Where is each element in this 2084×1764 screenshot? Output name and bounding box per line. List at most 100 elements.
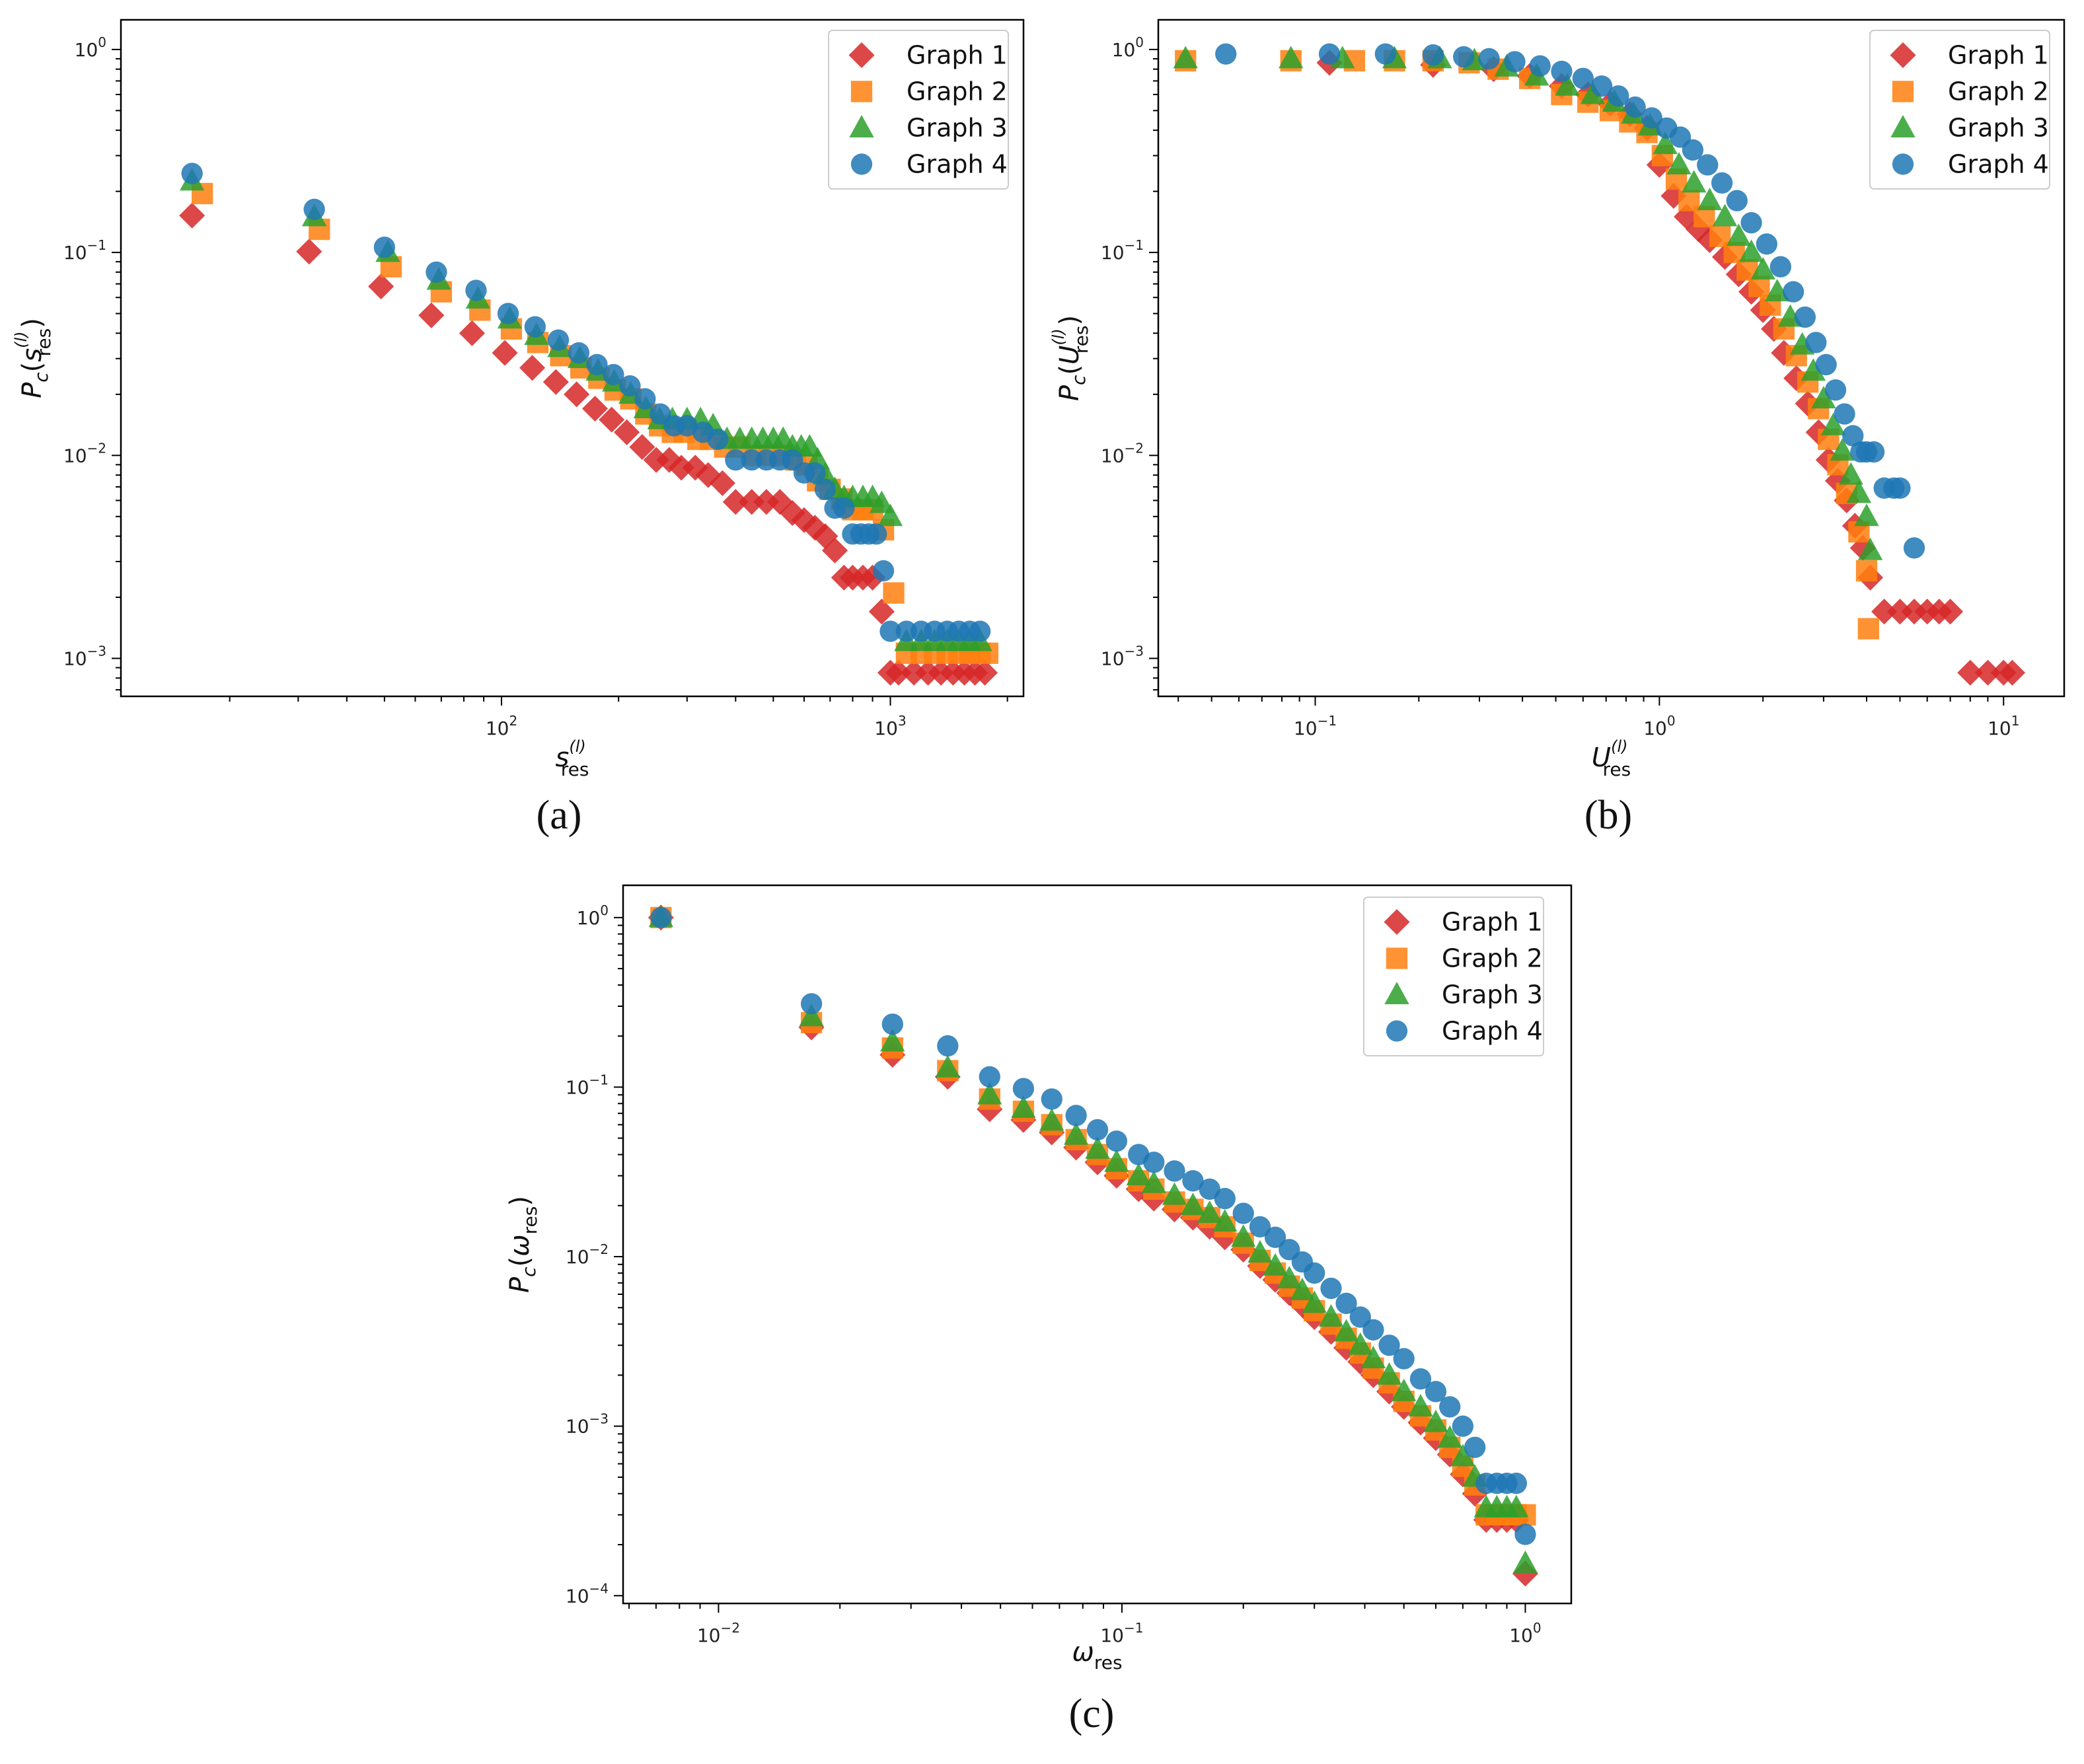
legend-label: Graph 1 bbox=[1442, 908, 1543, 937]
data-point bbox=[1164, 1160, 1185, 1182]
legend-label: Graph 1 bbox=[907, 41, 1008, 70]
data-point bbox=[296, 239, 322, 265]
data-point bbox=[1681, 170, 1707, 193]
data-point bbox=[1514, 1524, 1536, 1545]
data-point bbox=[868, 599, 895, 625]
y-tick-label: 10−2 bbox=[1101, 440, 1144, 466]
legend-label: Graph 4 bbox=[1442, 1017, 1543, 1046]
data-point bbox=[739, 489, 765, 515]
data-point bbox=[1290, 1277, 1315, 1300]
data-point bbox=[1215, 43, 1237, 65]
data-point bbox=[1974, 659, 2001, 686]
data-point bbox=[799, 1004, 824, 1027]
data-point bbox=[1641, 107, 1662, 129]
x-axis-label: s(l) res bbox=[556, 737, 589, 780]
data-points bbox=[648, 904, 1538, 1587]
data-point bbox=[368, 274, 394, 300]
data-point bbox=[977, 1082, 1002, 1105]
data-point bbox=[418, 302, 445, 328]
legend-item: Graph 3 bbox=[1890, 114, 2049, 143]
data-point bbox=[1180, 1193, 1206, 1216]
legend-marker bbox=[1890, 42, 1916, 69]
y-tick-label: 100 bbox=[577, 902, 609, 929]
data-point bbox=[524, 316, 546, 338]
data-point bbox=[1666, 152, 1692, 175]
data-point bbox=[1686, 216, 1712, 242]
data-point bbox=[1740, 212, 1762, 234]
data-point bbox=[969, 620, 991, 642]
data-point bbox=[1162, 1182, 1187, 1205]
legend-label: Graph 3 bbox=[1442, 980, 1543, 1010]
data-point bbox=[1551, 60, 1573, 83]
data-point bbox=[1857, 618, 1879, 640]
data-point bbox=[1838, 462, 1863, 485]
x-tick-label: 103 bbox=[874, 713, 906, 739]
data-point bbox=[1335, 1292, 1357, 1314]
data-point bbox=[1439, 1396, 1461, 1418]
data-point bbox=[1957, 659, 1984, 686]
y-tick-label: 100 bbox=[75, 34, 106, 61]
caption-c: (c) bbox=[1069, 1691, 1115, 1736]
data-point bbox=[650, 403, 671, 425]
legend: Graph 1 Graph 2 Graph 3 Graph 4 bbox=[828, 30, 1009, 190]
data-point bbox=[1464, 1436, 1486, 1458]
data-point bbox=[1423, 1409, 1448, 1432]
data-point bbox=[1572, 67, 1594, 89]
data-point bbox=[879, 620, 901, 642]
plot-frame bbox=[622, 884, 1573, 1605]
x-tick-label: 100 bbox=[1643, 713, 1675, 739]
legend-label: Graph 4 bbox=[1948, 150, 2049, 179]
data-point bbox=[1712, 203, 1738, 227]
data-point bbox=[1330, 46, 1355, 69]
data-point bbox=[1697, 154, 1719, 176]
data-point bbox=[1247, 1240, 1273, 1263]
data-point bbox=[1302, 1290, 1327, 1313]
legend-item: Graph 1 bbox=[848, 41, 1008, 70]
data-point bbox=[971, 659, 998, 686]
data-point bbox=[1697, 188, 1723, 211]
data-point bbox=[459, 320, 486, 346]
data-point bbox=[937, 1035, 959, 1057]
data-point bbox=[1422, 44, 1444, 66]
legend-marker bbox=[1890, 114, 1916, 137]
legend-marker bbox=[849, 114, 874, 137]
data-point bbox=[1529, 55, 1551, 77]
data-point bbox=[599, 406, 625, 433]
data-point bbox=[547, 329, 570, 351]
data-point bbox=[634, 388, 656, 410]
data-point bbox=[1478, 48, 1500, 70]
legend-label: Graph 2 bbox=[907, 77, 1008, 106]
data-point bbox=[1771, 340, 1797, 366]
data-point bbox=[1937, 599, 1964, 625]
data-point bbox=[1437, 1425, 1462, 1448]
data-point bbox=[1360, 1345, 1386, 1368]
data-point bbox=[1756, 233, 1777, 255]
data-point bbox=[1039, 1108, 1064, 1131]
y-tick-label: 100 bbox=[1112, 34, 1144, 61]
legend-label: Graph 3 bbox=[907, 114, 1008, 143]
data-point bbox=[564, 381, 590, 408]
data-point bbox=[1830, 438, 1855, 461]
legend-label: Graph 1 bbox=[1948, 41, 2049, 70]
data-point bbox=[603, 363, 624, 386]
x-axis-label: U(l) res bbox=[1592, 737, 1631, 780]
data-point bbox=[885, 659, 912, 686]
legend-marker bbox=[848, 42, 875, 69]
data-point bbox=[643, 447, 669, 473]
data-point bbox=[1197, 1200, 1222, 1223]
data-point bbox=[1820, 412, 1846, 435]
data-point bbox=[497, 303, 519, 324]
legend-item: Graph 4 bbox=[850, 150, 1008, 179]
data-point bbox=[619, 375, 641, 397]
legend-marker bbox=[1892, 153, 1914, 175]
data-point bbox=[1886, 599, 1914, 625]
legend-marker bbox=[850, 153, 873, 175]
legend-box bbox=[828, 30, 1009, 190]
data-point bbox=[1504, 51, 1526, 73]
legend-box bbox=[1363, 897, 1544, 1056]
legend-box bbox=[1869, 30, 2050, 190]
data-point bbox=[1903, 537, 1925, 559]
data-points bbox=[1173, 43, 2026, 686]
y-tick-label: 10−3 bbox=[63, 643, 106, 670]
